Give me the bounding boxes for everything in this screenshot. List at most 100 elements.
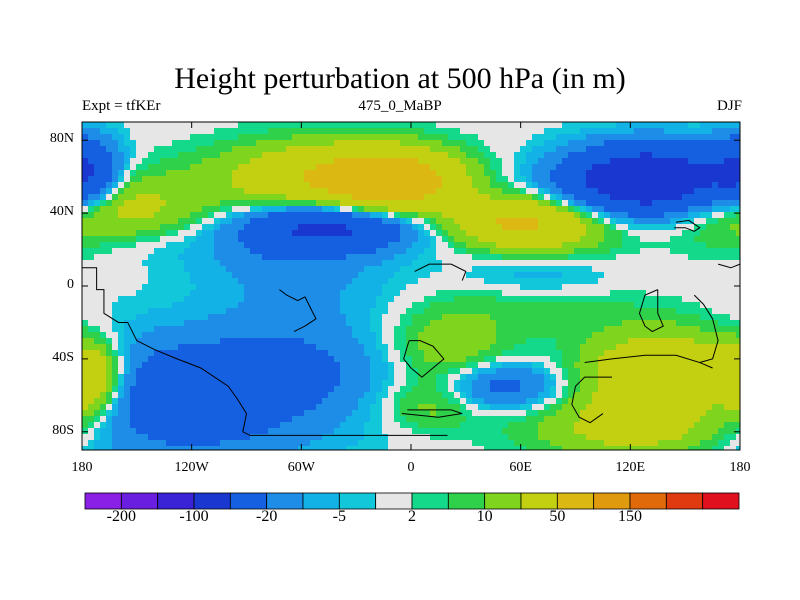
- field-cell: [346, 248, 353, 255]
- field-cell: [418, 128, 425, 135]
- field-cell: [196, 182, 203, 189]
- field-cell: [322, 272, 329, 279]
- field-cell: [622, 242, 629, 249]
- field-cell: [598, 440, 605, 447]
- field-cell: [526, 398, 533, 405]
- field-cell: [376, 182, 383, 189]
- field-cell: [442, 230, 449, 237]
- field-cell: [556, 446, 563, 451]
- field-cell: [538, 320, 545, 327]
- field-cell: [466, 440, 473, 447]
- field-cell: [166, 134, 173, 141]
- field-cell: [424, 356, 431, 363]
- field-cell: [292, 404, 299, 411]
- field-cell: [160, 320, 167, 327]
- field-cell: [418, 428, 425, 435]
- field-cell: [220, 428, 227, 435]
- field-cell: [142, 176, 149, 183]
- field-cell: [388, 164, 395, 171]
- field-cell: [574, 206, 581, 213]
- field-cell: [322, 224, 329, 231]
- field-cell: [604, 212, 611, 219]
- field-cell: [154, 266, 161, 273]
- field-cell: [196, 140, 203, 147]
- field-cell: [136, 266, 143, 273]
- field-cell: [472, 320, 479, 327]
- field-cell: [268, 422, 275, 429]
- field-cell: [472, 326, 479, 333]
- field-cell: [328, 386, 335, 393]
- field-cell: [538, 230, 545, 237]
- field-cell: [556, 416, 563, 423]
- field-cell: [508, 296, 515, 303]
- field-cell: [256, 242, 263, 249]
- field-cell: [376, 224, 383, 231]
- field-cell: [538, 356, 545, 363]
- field-cell: [292, 428, 299, 435]
- field-cell: [304, 284, 311, 291]
- field-cell: [322, 296, 329, 303]
- field-cell: [622, 254, 629, 261]
- field-cell: [484, 146, 491, 153]
- field-cell: [400, 266, 407, 273]
- field-cell: [304, 140, 311, 147]
- field-cell: [190, 260, 197, 267]
- field-cell: [598, 326, 605, 333]
- field-cell: [472, 368, 479, 375]
- field-cell: [244, 128, 251, 135]
- field-cell: [214, 248, 221, 255]
- field-cell: [112, 410, 119, 417]
- field-cell: [154, 302, 161, 309]
- field-cell: [556, 170, 563, 177]
- field-cell: [82, 338, 89, 345]
- field-cell: [244, 266, 251, 273]
- field-cell: [130, 410, 137, 417]
- field-cell: [226, 422, 233, 429]
- field-cell: [376, 272, 383, 279]
- field-cell: [340, 254, 347, 261]
- field-cell: [220, 350, 227, 357]
- field-cell: [346, 278, 353, 285]
- field-cell: [328, 122, 335, 129]
- field-cell: [190, 206, 197, 213]
- field-cell: [172, 398, 179, 405]
- field-cell: [322, 362, 329, 369]
- field-cell: [358, 368, 365, 375]
- field-cell: [154, 194, 161, 201]
- field-cell: [334, 392, 341, 399]
- field-cell: [592, 200, 599, 207]
- field-cell: [268, 362, 275, 369]
- field-cell: [454, 194, 461, 201]
- field-cell: [160, 374, 167, 381]
- field-cell: [100, 218, 107, 225]
- field-cell: [448, 266, 455, 273]
- field-cell: [94, 404, 101, 411]
- field-cell: [424, 266, 431, 273]
- field-cell: [604, 128, 611, 135]
- field-cell: [298, 146, 305, 153]
- field-cell: [394, 440, 401, 447]
- field-cell: [166, 194, 173, 201]
- field-cell: [340, 410, 347, 417]
- field-cell: [340, 206, 347, 213]
- field-cell: [172, 446, 179, 451]
- field-cell: [124, 158, 131, 165]
- field-cell: [406, 212, 413, 219]
- field-cell: [124, 356, 131, 363]
- field-cell: [304, 164, 311, 171]
- field-cell: [238, 284, 245, 291]
- field-cell: [508, 164, 515, 171]
- field-cell: [178, 284, 185, 291]
- field-cell: [334, 200, 341, 207]
- field-cell: [418, 368, 425, 375]
- field-cell: [466, 422, 473, 429]
- field-cell: [118, 152, 125, 159]
- field-cell: [586, 356, 593, 363]
- field-cell: [226, 380, 233, 387]
- field-cell: [514, 170, 521, 177]
- field-cell: [232, 146, 239, 153]
- field-cell: [400, 404, 407, 411]
- field-cell: [304, 404, 311, 411]
- field-cell: [562, 230, 569, 237]
- field-cell: [286, 212, 293, 219]
